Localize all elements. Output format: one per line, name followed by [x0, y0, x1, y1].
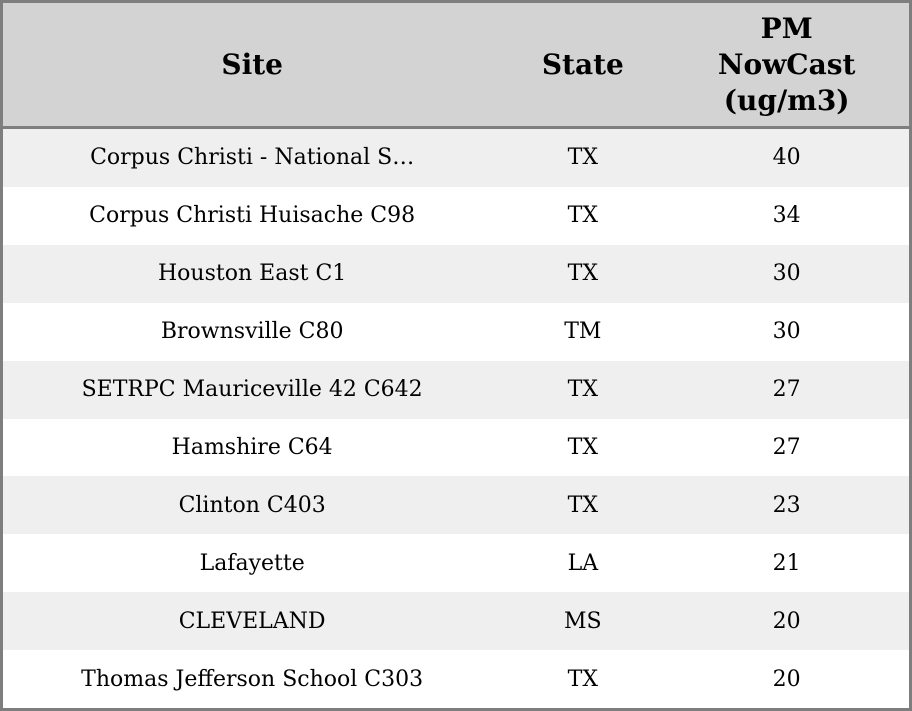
state-cell: TX — [567, 203, 598, 229]
site-cell: Lafayette — [199, 550, 305, 576]
pm-nowcast-cell: 23 — [772, 492, 801, 518]
site-cell: SETRPC Mauriceville 42 C642 — [81, 377, 423, 403]
table-row: CLEVELAND MS 20 — [3, 592, 909, 651]
column-header-site-label: Site — [221, 48, 283, 81]
column-header-state: State — [501, 3, 664, 126]
state-cell: TX — [567, 666, 598, 692]
table-row: SETRPC Mauriceville 42 C642 TX 27 — [3, 360, 909, 419]
column-header-pm-nowcast-label: PM NowCast (ug/m3) — [717, 11, 856, 117]
pm-nowcast-cell: 27 — [772, 377, 801, 403]
pm-nowcast-cell: 40 — [772, 145, 801, 171]
column-header-state-label: State — [541, 48, 624, 81]
site-cell: Clinton C403 — [178, 492, 326, 518]
site-cell: Corpus Christi Huisache C98 — [89, 203, 416, 229]
site-cell: Corpus Christi - National S… — [90, 145, 415, 171]
state-cell: MS — [564, 608, 602, 634]
column-header-site: Site — [3, 3, 501, 126]
site-cell: Houston East C1 — [158, 261, 347, 287]
state-cell: TX — [567, 434, 598, 460]
pm-nowcast-cell: 30 — [772, 319, 801, 345]
table-header-row: Site State PM NowCast (ug/m3) — [3, 3, 909, 129]
pm-nowcast-cell: 20 — [772, 666, 801, 692]
site-cell: Brownsville C80 — [160, 319, 344, 345]
pm-nowcast-cell: 21 — [772, 550, 801, 576]
table-body: Corpus Christi - National S… TX 40 Corpu… — [3, 129, 909, 709]
pm-nowcast-cell: 30 — [772, 261, 801, 287]
site-cell: Hamshire C64 — [171, 434, 333, 460]
pm-nowcast-cell: 34 — [772, 203, 801, 229]
column-header-pm-nowcast: PM NowCast (ug/m3) — [664, 3, 909, 126]
table-row: Lafayette LA 21 — [3, 534, 909, 593]
state-cell: TX — [567, 377, 598, 403]
table-row: Brownsville C80 TM 30 — [3, 302, 909, 361]
pm-nowcast-cell: 27 — [772, 434, 801, 460]
table-row: Thomas Jefferson School C303 TX 20 — [3, 650, 909, 709]
table-row: Corpus Christi Huisache C98 TX 34 — [3, 186, 909, 245]
state-cell: LA — [567, 550, 599, 576]
state-cell: TX — [567, 145, 598, 171]
state-cell: TM — [564, 319, 602, 345]
table-row: Clinton C403 TX 23 — [3, 476, 909, 535]
table-row: Houston East C1 TX 30 — [3, 244, 909, 303]
site-cell: CLEVELAND — [178, 608, 326, 634]
table-row: Hamshire C64 TX 27 — [3, 418, 909, 477]
pm-nowcast-cell: 20 — [772, 608, 801, 634]
state-cell: TX — [567, 492, 598, 518]
table-row: Corpus Christi - National S… TX 40 — [3, 129, 909, 187]
state-cell: TX — [567, 261, 598, 287]
site-cell: Thomas Jefferson School C303 — [81, 666, 424, 692]
